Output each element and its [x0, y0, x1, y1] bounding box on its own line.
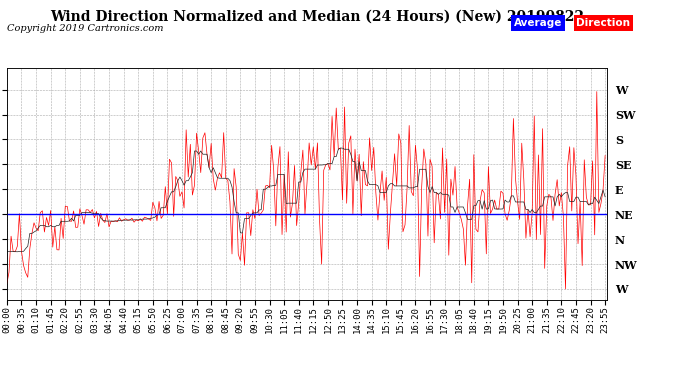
Text: Average: Average	[514, 18, 562, 28]
Text: Direction: Direction	[576, 18, 630, 28]
Text: Wind Direction Normalized and Median (24 Hours) (New) 20190822: Wind Direction Normalized and Median (24…	[50, 9, 584, 23]
Text: Copyright 2019 Cartronics.com: Copyright 2019 Cartronics.com	[7, 24, 164, 33]
